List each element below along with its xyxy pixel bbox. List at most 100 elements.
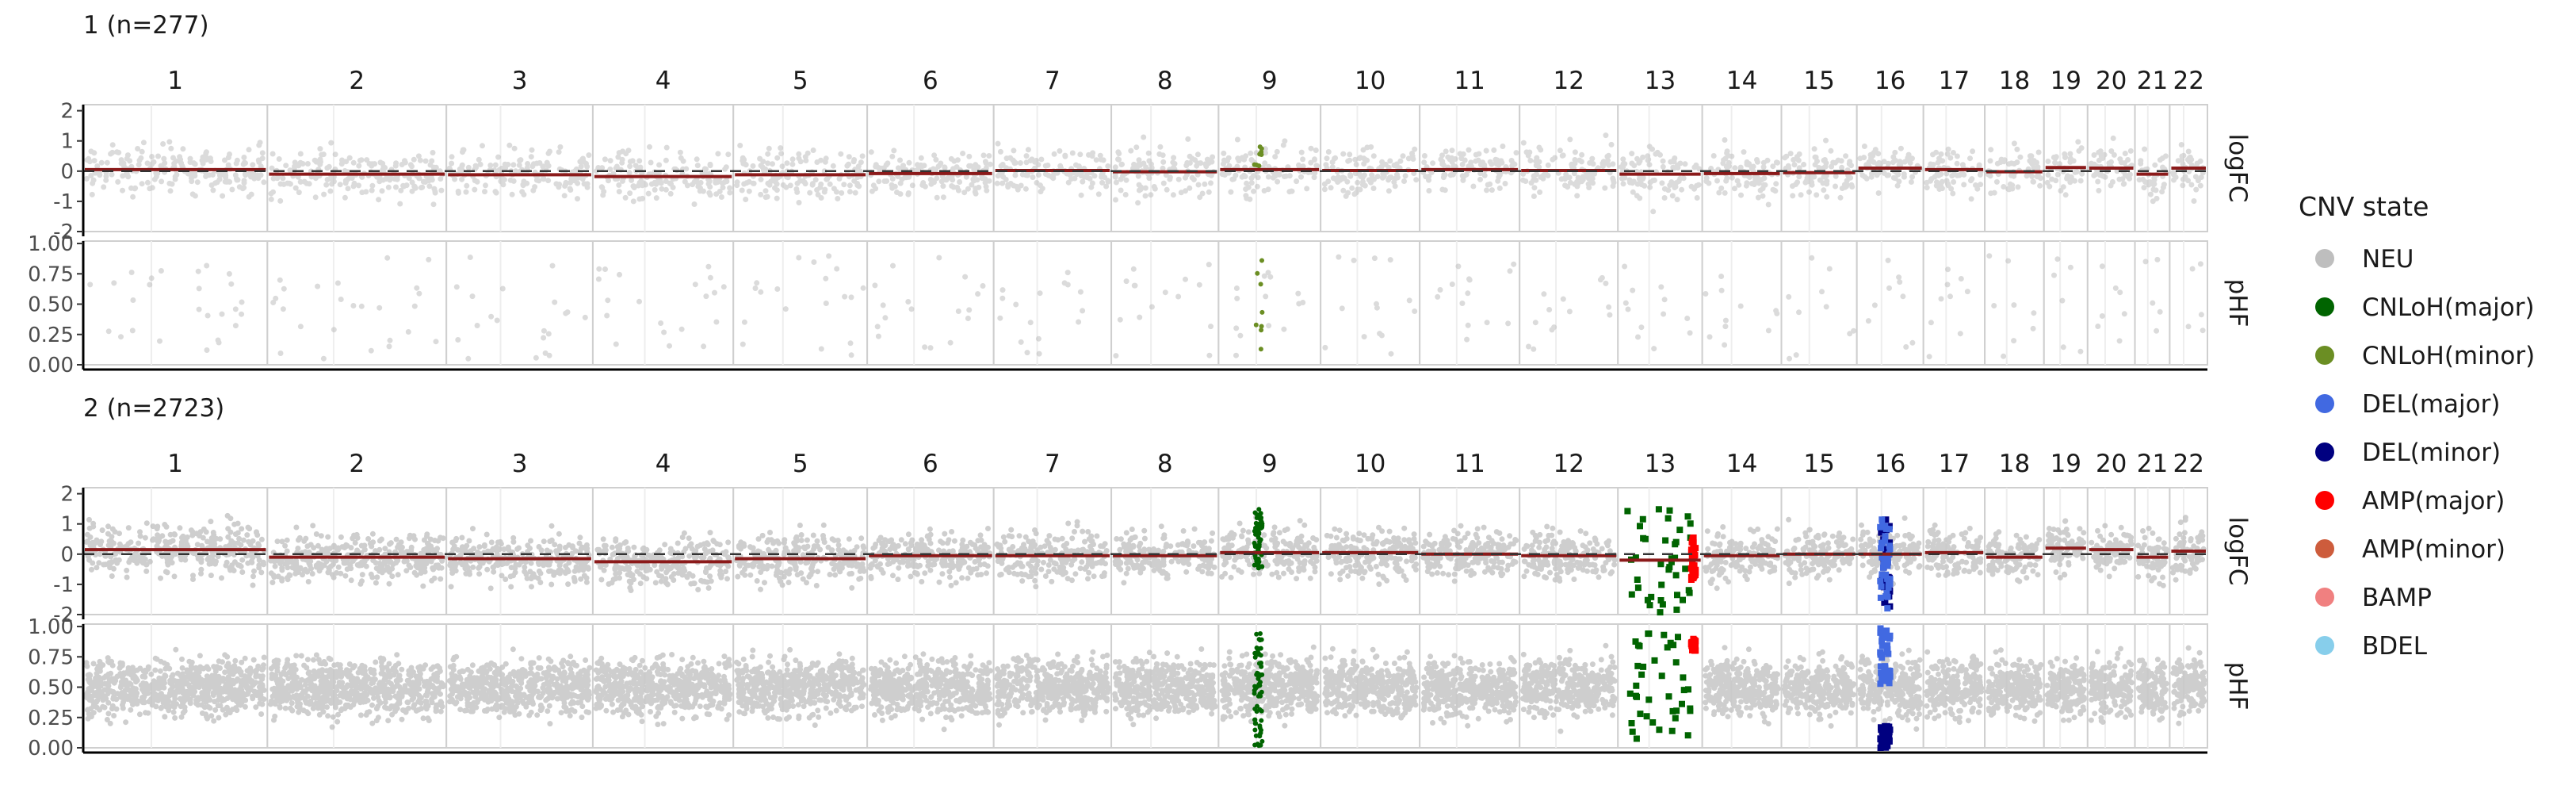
neu-points (2095, 263, 2127, 344)
y-tick-label: 1 (60, 513, 74, 537)
panel-title: 2 (n=2723) (83, 394, 224, 423)
y-tick-label: 1 (60, 130, 74, 154)
neu-points (1233, 270, 1306, 358)
chrom-panel (445, 104, 594, 232)
chromosome-label-4: 4 (655, 450, 671, 478)
chrom-cell-12 (1519, 623, 1619, 749)
chromosome-label-14: 14 (1726, 67, 1757, 95)
chrom-cell-9 (1217, 240, 1322, 366)
neu-points (270, 255, 439, 362)
neu-points (267, 652, 446, 730)
chrom-cell-19 (2043, 104, 2089, 232)
chromosome-label-6: 6 (923, 67, 938, 95)
neu-points (1435, 261, 1517, 343)
neu-points (2185, 261, 2206, 334)
chrom-panel (1617, 240, 1703, 366)
chrom-panel (591, 240, 735, 366)
neu-points (1786, 255, 1857, 362)
chrom-panel (266, 104, 448, 232)
chrom-panel (82, 240, 269, 366)
legend-swatch (2315, 491, 2334, 510)
chrom-cell-11 (1419, 487, 1521, 615)
neu-points (872, 255, 986, 351)
neu-points (1924, 649, 1985, 726)
y-tick-label: 0.00 (28, 354, 74, 377)
neu-points (1519, 642, 1618, 734)
chrom-cell-10 (1320, 104, 1421, 232)
track-pHF: 1.00 0.75 0.50 0.25 0.00 pHF (28, 232, 2252, 377)
neu-points (595, 263, 727, 350)
chrom-cell-22 (2169, 240, 2208, 366)
legend-label: DEL(major) (2362, 390, 2500, 419)
chromosome-label-8: 8 (1157, 450, 1173, 478)
chromosome-label-3: 3 (512, 450, 528, 478)
chrom-cell-22 (2169, 487, 2208, 615)
neu-points (740, 253, 866, 358)
chromosome-label-12: 12 (1554, 67, 1584, 95)
chrom-cell-14 (1701, 240, 1783, 366)
chromosome-label-17: 17 (1939, 450, 1970, 478)
chrom-cell-22 (2169, 623, 2208, 749)
chrom-cell-6 (866, 623, 995, 749)
chrom-panel (1701, 240, 1783, 366)
chrom-cell-17 (1922, 104, 1986, 232)
chrom-panel (1419, 240, 1521, 366)
chromosome-label-21: 21 (2137, 67, 2168, 95)
y-tick-label: -1 (53, 190, 74, 214)
chromosome-label-22: 22 (2173, 450, 2203, 478)
legend-swatch (2315, 249, 2334, 268)
chrom-cell-19 (2043, 487, 2089, 615)
cnv-points-cnlohmajor (1626, 630, 1694, 742)
neu-points (2044, 655, 2087, 723)
chrom-cell-21 (2134, 240, 2171, 366)
strip-label-pHF: pHF (2223, 662, 2252, 711)
neu-points (2135, 657, 2169, 723)
chromosome-label-8: 8 (1157, 67, 1173, 95)
neu-points (1112, 646, 1218, 728)
neu-points (1322, 646, 1420, 721)
panel-group-1: 1 (n=277)1 2 3 4 5 6 7 8 9 10 11 12 13 14 15 16 17 18 19 20… (28, 11, 2252, 377)
chrom-cell-11 (1419, 104, 1521, 232)
chrom-cell-10 (1320, 623, 1421, 749)
cnv-points-delmajor (1877, 625, 1894, 688)
chromosome-label-1: 1 (167, 450, 183, 478)
chrom-cell-13 (1617, 240, 1703, 366)
chrom-cell-16 (1856, 240, 1924, 366)
cnv-points-ampmajor (1687, 534, 1699, 583)
chrom-cell-5 (732, 487, 869, 615)
chrom-cell-14 (1701, 487, 1783, 615)
chromosome-label-21: 21 (2137, 450, 2168, 478)
chrom-cell-5 (732, 240, 869, 366)
chrom-cell-12 (1519, 240, 1619, 366)
chromosome-label-13: 13 (1645, 67, 1676, 95)
chrom-cell-5 (732, 104, 869, 232)
chrom-cell-11 (1419, 623, 1521, 749)
y-tick-label: 0.00 (28, 737, 74, 760)
neu-points (733, 522, 867, 592)
y-tick-label: -2 (53, 220, 74, 244)
legend: CNV state NEU CNLoH(major) CNLoH(minor) DEL… (2299, 191, 2535, 661)
chrom-cell-18 (1984, 240, 2045, 366)
cnv-points-ampmajor (1687, 635, 1699, 654)
neu-points (1420, 653, 1519, 729)
legend-label: AMP(minor) (2362, 535, 2505, 564)
neu-points (593, 652, 733, 727)
neu-points (83, 646, 267, 726)
neu-points (2088, 646, 2135, 725)
legend-title: CNV state (2299, 191, 2429, 222)
chromosome-label-16: 16 (1875, 450, 1905, 478)
chrom-cell-2 (266, 623, 448, 749)
legend-item: AMP(major) (2315, 487, 2505, 515)
cnv-points-cnlohminor (1252, 144, 1264, 169)
chromosome-label-10: 10 (1355, 67, 1385, 95)
legend-item: NEU (2315, 245, 2414, 274)
neu-points (1703, 645, 1782, 727)
chrom-cell-8 (1110, 240, 1220, 366)
neu-points (1985, 647, 2044, 724)
chrom-cell-4 (591, 240, 735, 366)
chromosome-label-7: 7 (1045, 67, 1061, 95)
chrom-panel (445, 240, 594, 366)
chrom-panel (1922, 240, 1986, 366)
cnv-points-delminor (1877, 722, 1894, 751)
legend-item: CNLoH(minor) (2315, 342, 2535, 370)
